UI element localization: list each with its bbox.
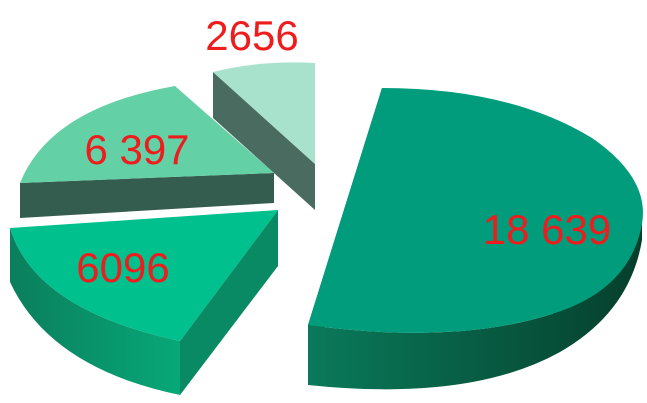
pie-slice-6397-side — [20, 173, 274, 218]
slice-label-6096: 6096 — [76, 244, 169, 291]
pie-slice-18639-side — [308, 202, 642, 390]
pie-slice-6096-side — [10, 228, 180, 395]
pie-slice-6096-side-inner — [180, 210, 278, 395]
pie-slice-2656 — [213, 62, 315, 210]
pie-slice-18639-top — [308, 88, 643, 333]
pie-slice-2656-top — [213, 62, 315, 164]
slice-label-2656: 2656 — [205, 12, 298, 59]
pie-slice-6397-top — [20, 86, 274, 183]
pie-slice-2656-side — [213, 72, 315, 210]
pie-slice-6096-top — [10, 210, 278, 341]
slice-label-6397: 6 397 — [84, 126, 189, 173]
pie-slice-6096 — [10, 210, 278, 395]
pie-slice-6397 — [20, 86, 274, 218]
slice-label-18639: 18 639 — [483, 206, 611, 253]
pie-slice-18639 — [308, 88, 643, 390]
